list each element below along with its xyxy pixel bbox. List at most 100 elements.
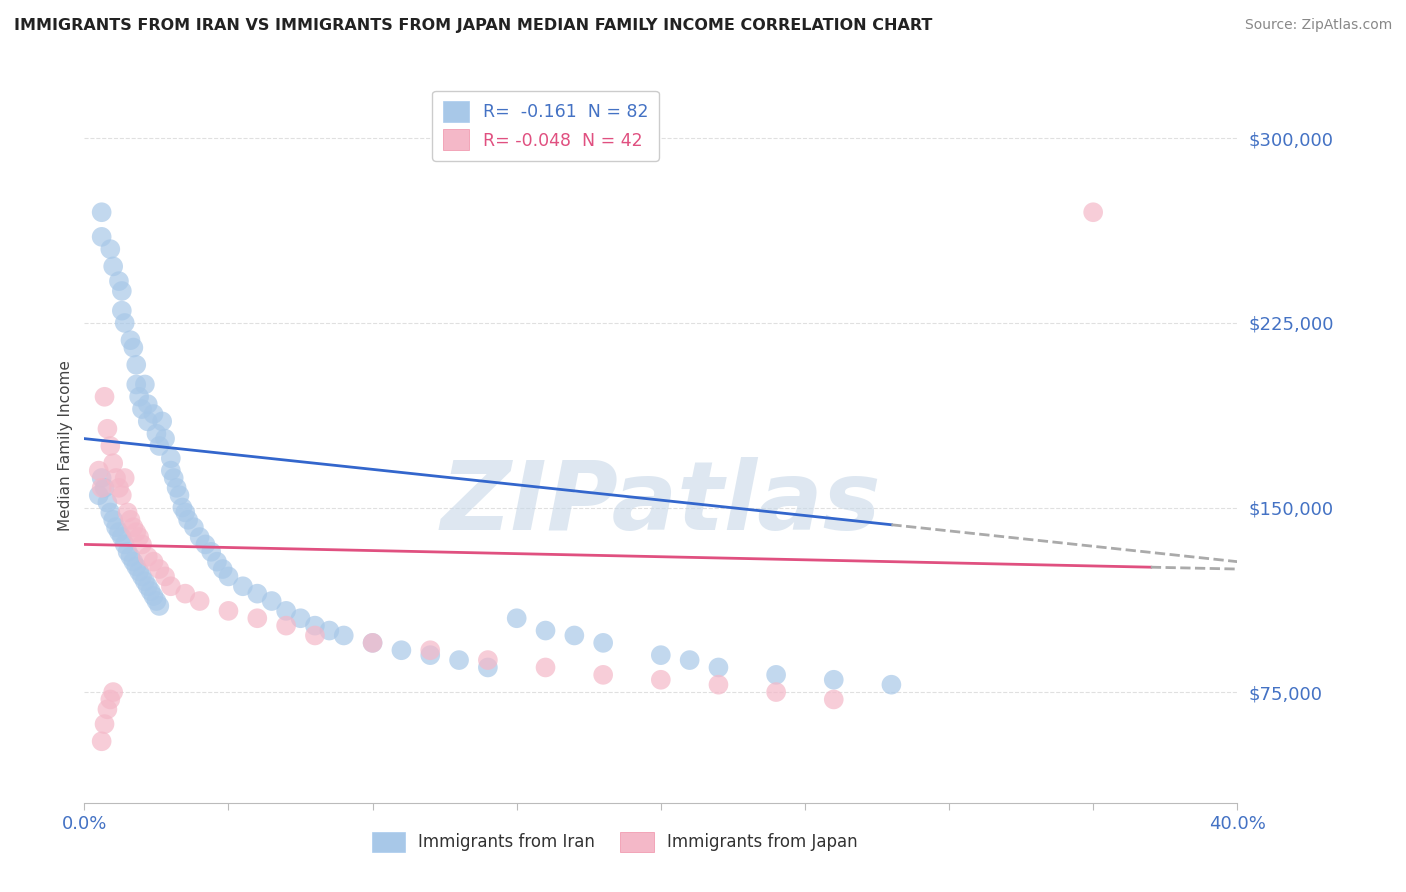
Point (108, 525, 131, 540)
Point (90, 481, 112, 495)
Point (134, 377, 156, 392)
Point (103, 456, 124, 470)
Point (765, 668, 787, 682)
Point (153, 432, 176, 446)
Point (120, 513, 142, 527)
Point (174, 587, 197, 601)
Point (105, 520, 128, 534)
Point (163, 471, 186, 485)
Point (117, 545, 139, 559)
Point (93, 481, 115, 495)
Point (880, 678, 903, 692)
Point (128, 390, 150, 404)
Point (122, 555, 145, 569)
Point (650, 648, 672, 662)
Point (333, 628, 356, 642)
Point (361, 636, 384, 650)
Point (131, 402, 153, 417)
Point (98, 692, 121, 706)
Point (114, 537, 136, 551)
Point (98, 439, 121, 453)
Point (246, 611, 269, 625)
Point (96, 495, 118, 509)
Point (114, 316, 136, 330)
Point (153, 569, 176, 583)
Point (136, 414, 159, 428)
Point (90, 230, 112, 244)
Point (145, 594, 167, 608)
Point (125, 559, 148, 574)
Point (120, 549, 142, 564)
Point (160, 451, 183, 466)
Point (142, 407, 165, 421)
Point (111, 284, 134, 298)
Point (111, 488, 134, 502)
Point (506, 611, 529, 625)
Point (148, 439, 170, 453)
Point (276, 604, 298, 618)
Point (592, 636, 614, 650)
Point (136, 579, 159, 593)
Point (96, 422, 118, 436)
Point (449, 653, 471, 667)
Point (108, 274, 131, 288)
Point (111, 530, 134, 544)
Point (134, 574, 156, 589)
Point (183, 520, 205, 534)
Point (650, 673, 672, 687)
Point (218, 604, 240, 618)
Point (103, 685, 124, 699)
Point (128, 530, 150, 544)
Point (145, 426, 167, 441)
Point (276, 618, 298, 632)
Point (117, 505, 139, 519)
Point (139, 584, 162, 599)
Point (765, 685, 787, 699)
Point (98, 505, 121, 519)
Point (160, 579, 183, 593)
Point (200, 545, 222, 559)
Point (103, 260, 124, 274)
Point (125, 358, 148, 372)
Point (290, 611, 312, 625)
Point (90, 205, 112, 219)
Point (592, 668, 614, 682)
Point (707, 678, 730, 692)
Legend: Immigrants from Iran, Immigrants from Japan: Immigrants from Iran, Immigrants from Ja… (366, 825, 865, 859)
Point (246, 587, 269, 601)
Point (211, 562, 233, 576)
Point (136, 397, 159, 411)
Point (707, 660, 730, 674)
Point (391, 643, 413, 657)
Point (361, 636, 384, 650)
Point (90, 471, 112, 485)
Point (218, 569, 240, 583)
Point (148, 599, 170, 613)
Point (96, 702, 118, 716)
Point (131, 569, 153, 583)
Point (128, 565, 150, 579)
Point (166, 481, 188, 495)
Point (90, 734, 112, 748)
Point (564, 628, 586, 642)
Point (823, 692, 845, 706)
Point (111, 303, 134, 318)
Point (136, 549, 159, 564)
Point (304, 618, 326, 632)
Point (142, 555, 165, 569)
Point (534, 624, 557, 638)
Point (419, 648, 441, 662)
Point (205, 555, 228, 569)
Point (98, 242, 121, 256)
Point (114, 471, 136, 485)
Text: Source: ZipAtlas.com: Source: ZipAtlas.com (1244, 18, 1392, 32)
Text: IMMIGRANTS FROM IRAN VS IMMIGRANTS FROM JAPAN MEDIAN FAMILY INCOME CORRELATION C: IMMIGRANTS FROM IRAN VS IMMIGRANTS FROM … (14, 18, 932, 33)
Point (87, 488, 110, 502)
Point (120, 333, 142, 347)
Point (419, 643, 441, 657)
Point (87, 464, 110, 478)
Point (823, 673, 845, 687)
Point (534, 660, 557, 674)
Point (304, 628, 326, 642)
Point (93, 717, 115, 731)
